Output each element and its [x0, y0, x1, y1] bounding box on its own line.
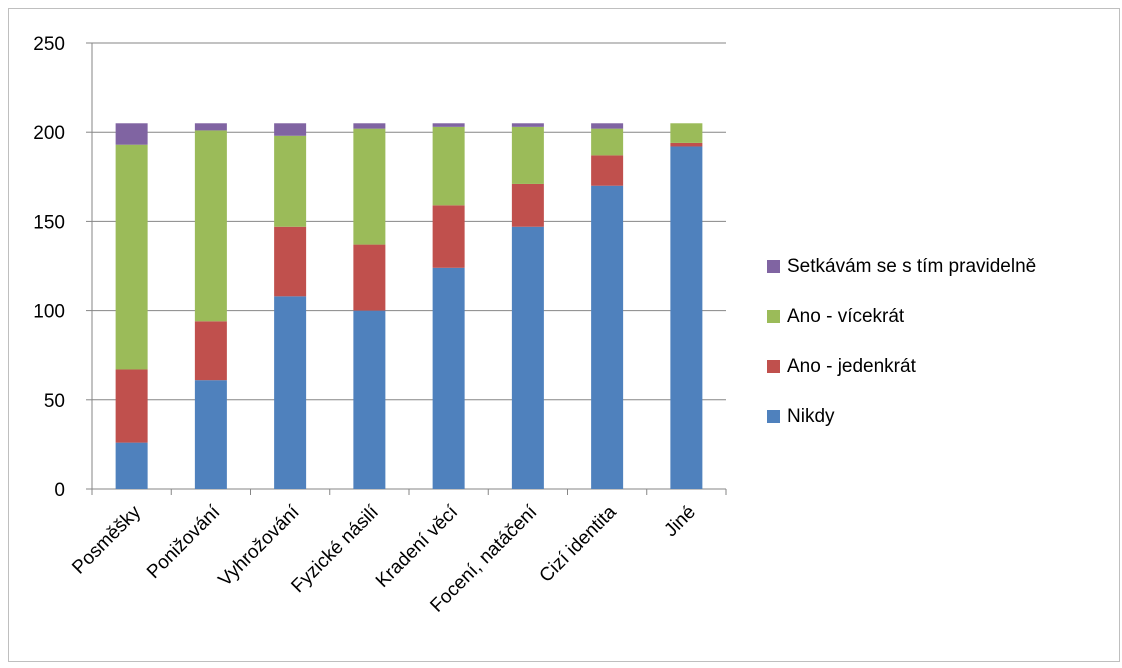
chart-frame: 0 50 100 150 200 250 Posměšky Ponižování Vyhrožo… [8, 8, 1120, 662]
bar-segment [432, 267, 465, 489]
bar-segment [194, 321, 227, 381]
bar-segment [591, 185, 624, 489]
bar-segment [511, 123, 544, 127]
legend-label-vicekrat: Ano - vícekrát [787, 305, 905, 327]
legend-item-setkavam: Setkávám se s tím pravidelně [767, 254, 1036, 279]
bar-segment [591, 123, 624, 129]
y-tick-label: 150 [33, 212, 65, 233]
bar-segment [353, 123, 386, 129]
bar-segment [274, 296, 307, 489]
bar-segment [274, 135, 307, 227]
legend-item-nikdy: Nikdy [767, 404, 1036, 429]
legend-item-jedenkrat: Ano - jedenkrát [767, 354, 1036, 379]
bar-segment [591, 155, 624, 186]
bar-segment [115, 144, 148, 370]
bar-segment [194, 123, 227, 131]
chart-plot: 0 50 100 150 200 250 PosměškyPonižováníVyhrožo… [33, 34, 727, 617]
bar-segment [194, 130, 227, 322]
y-tick-label: 250 [33, 34, 65, 55]
legend: Setkávám se s tím pravidelně Ano - vícek… [767, 254, 1036, 454]
bar-segment [115, 442, 148, 489]
bar-segment [353, 244, 386, 311]
bar-segment [274, 123, 307, 136]
y-tick-label: 100 [33, 302, 65, 323]
legend-label-setkavam: Setkávám se s tím pravidelně [787, 255, 1037, 277]
x-tick-label: Vyhrožování [215, 501, 305, 591]
bar-segment [511, 183, 544, 227]
bar-segment [511, 126, 544, 184]
bar-segment [353, 128, 386, 245]
x-tick-label: Jiné [660, 502, 699, 541]
bar-segment [115, 369, 148, 443]
y-tick-label: 200 [33, 123, 65, 144]
y-tick-label: 50 [44, 391, 65, 412]
x-tick-label: Ponižování [143, 501, 225, 583]
bar-segment [432, 123, 465, 127]
bar-segment [670, 146, 703, 490]
legend-label-jedenkrat: Ano - jedenkrát [787, 355, 916, 377]
bar-segment [194, 380, 227, 489]
bar-segment [670, 142, 703, 147]
legend-item-vicekrat: Ano - vícekrát [767, 304, 1036, 329]
bar-segment [274, 226, 307, 297]
legend-swatch-vicekrat [767, 310, 780, 323]
bar-segment [432, 126, 465, 206]
y-tick-label: 0 [54, 480, 65, 501]
legend-swatch-nikdy [767, 410, 780, 423]
bar-segment [432, 205, 465, 268]
x-tick-label: Posměšky [68, 501, 145, 578]
bar-segment [115, 123, 148, 145]
legend-swatch-setkavam [767, 260, 780, 273]
bar-segment [670, 123, 703, 143]
legend-label-nikdy: Nikdy [787, 405, 835, 427]
bar-segment [591, 128, 624, 156]
x-tick-label: Cizí identita [536, 501, 621, 586]
legend-swatch-jedenkrat [767, 360, 780, 373]
bar-segment [353, 310, 386, 489]
bar-segment [511, 226, 544, 489]
